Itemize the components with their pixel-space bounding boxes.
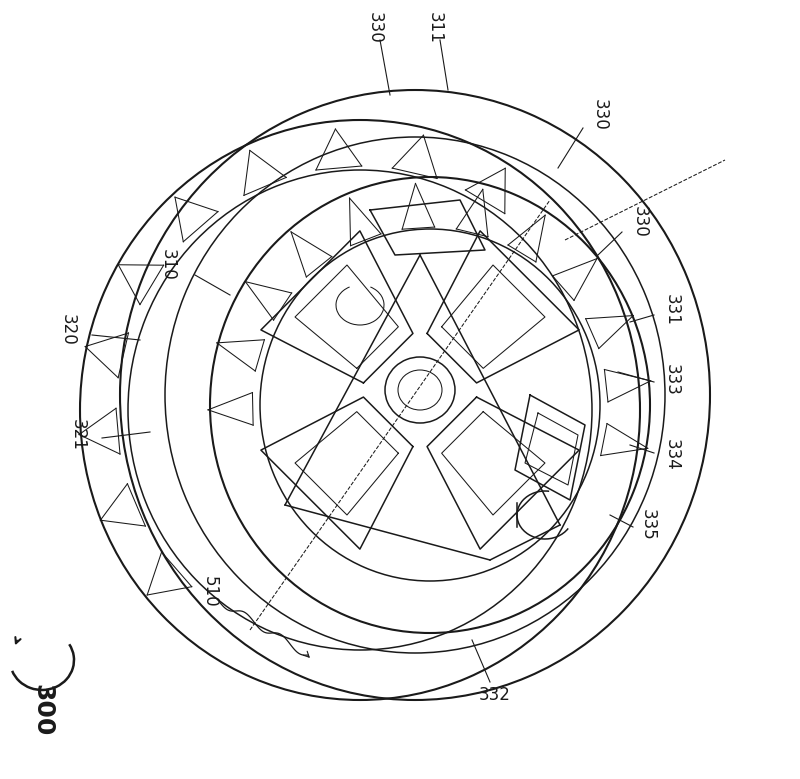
- Text: 333: 333: [663, 364, 681, 396]
- Text: 330: 330: [631, 206, 649, 238]
- Text: 331: 331: [663, 294, 681, 326]
- Text: 510: 510: [201, 576, 219, 608]
- Text: 320: 320: [59, 314, 77, 346]
- Text: 310: 310: [159, 249, 177, 281]
- Text: 311: 311: [426, 12, 444, 44]
- Text: 321: 321: [69, 419, 87, 451]
- Text: 335: 335: [639, 509, 657, 541]
- Text: 330: 330: [366, 12, 384, 44]
- Text: 330: 330: [591, 99, 609, 131]
- Text: 334: 334: [663, 439, 681, 471]
- Text: 332: 332: [479, 686, 511, 704]
- Text: 300: 300: [30, 684, 54, 736]
